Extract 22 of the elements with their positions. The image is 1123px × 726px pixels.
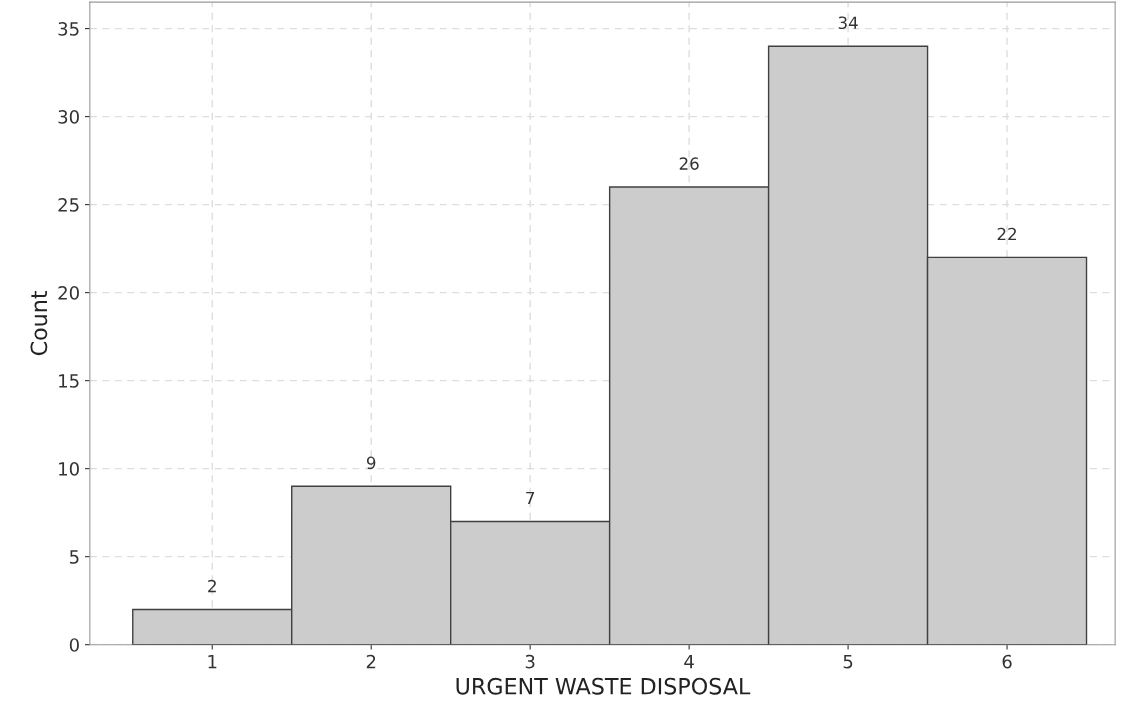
y-tick-label: 5: [70, 550, 79, 564]
x-tick-label: 6: [1002, 654, 1012, 669]
y-tick-label: 30: [58, 110, 79, 124]
x-tick-label: 3: [525, 654, 535, 669]
x-tick-label: 5: [843, 654, 853, 669]
y-tick-label: 0: [69, 638, 79, 652]
x-axis-title: URGENT WASTE DISPOSAL: [456, 677, 751, 695]
data-label: 34: [838, 16, 858, 30]
y-tick-label: 15: [59, 374, 79, 388]
y-tick-label: 20: [58, 286, 79, 300]
data-label: 26: [679, 157, 699, 170]
x-tick-label: 4: [684, 654, 694, 669]
y-tick-label: 25: [58, 198, 79, 212]
y-tick-label: 10: [59, 462, 79, 476]
y-axis-title: Count: [30, 290, 48, 356]
data-label: 22: [997, 227, 1016, 241]
x-tick-label: 1: [208, 654, 217, 669]
y-tick-label: 35: [58, 22, 79, 36]
data-label: 7: [526, 491, 535, 505]
data-label: 9: [366, 456, 376, 470]
data-label: 2: [208, 579, 216, 593]
x-tick-label: 2: [366, 654, 376, 669]
